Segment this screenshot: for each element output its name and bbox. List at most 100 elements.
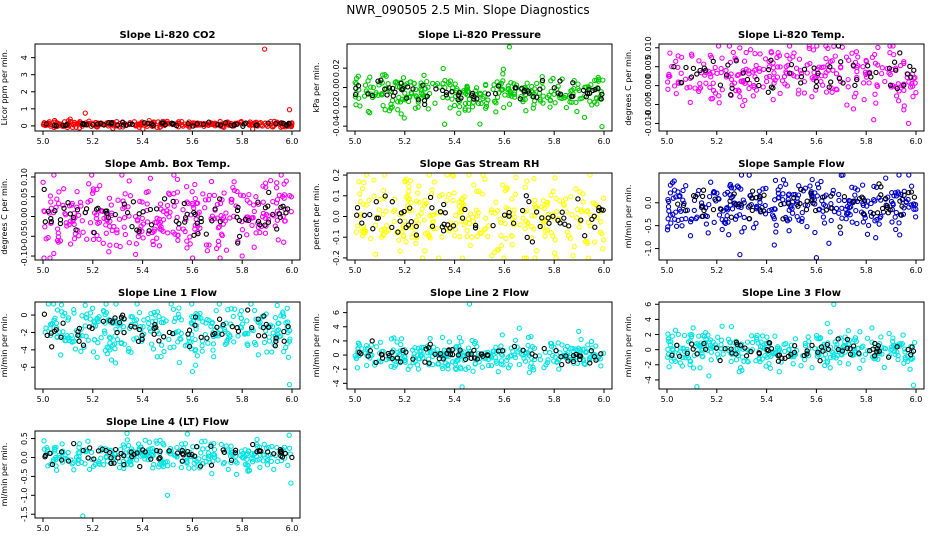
x-tick-label: 5.4 bbox=[448, 266, 461, 275]
data-point bbox=[262, 230, 269, 236]
data-point bbox=[547, 104, 553, 110]
data-point-black bbox=[91, 229, 97, 236]
data-point bbox=[384, 223, 390, 229]
data-point bbox=[125, 442, 132, 449]
data-point-black bbox=[897, 198, 903, 204]
data-point bbox=[503, 204, 509, 211]
data-point bbox=[785, 62, 791, 68]
data-point-black bbox=[510, 220, 517, 226]
data-point bbox=[40, 179, 46, 185]
data-point bbox=[600, 195, 607, 201]
data-point bbox=[477, 230, 483, 236]
data-point bbox=[820, 82, 826, 88]
data-point-black bbox=[71, 440, 77, 447]
data-point bbox=[228, 443, 234, 449]
data-point bbox=[547, 97, 553, 104]
x-tick-label: 5.6 bbox=[810, 395, 823, 404]
data-point bbox=[78, 459, 85, 466]
data-point bbox=[420, 355, 426, 361]
data-point bbox=[413, 93, 419, 99]
data-point bbox=[683, 183, 689, 189]
data-point-black bbox=[390, 93, 396, 99]
data-point bbox=[136, 309, 143, 316]
data-point-black bbox=[400, 86, 406, 92]
data-point-black bbox=[112, 211, 118, 218]
data-point bbox=[463, 366, 469, 372]
data-point bbox=[812, 345, 818, 352]
data-point bbox=[895, 356, 901, 363]
data-point bbox=[413, 240, 419, 247]
data-point bbox=[739, 229, 745, 235]
data-point-black bbox=[710, 58, 716, 65]
x-axis: 5.0 5.2 5.4 5.6 5.8 6.0 bbox=[349, 389, 610, 404]
data-point bbox=[144, 201, 150, 207]
data-point bbox=[549, 211, 555, 217]
data-point-black bbox=[373, 359, 379, 366]
data-point bbox=[488, 362, 495, 369]
data-point-black bbox=[105, 215, 112, 221]
data-point-black bbox=[217, 122, 224, 128]
data-point bbox=[175, 311, 181, 317]
data-point-black bbox=[901, 192, 907, 198]
data-points bbox=[352, 44, 606, 130]
x-tick-label: 5.4 bbox=[448, 137, 461, 146]
data-point bbox=[692, 85, 698, 91]
data-point bbox=[866, 80, 872, 86]
data-point bbox=[783, 181, 789, 187]
data-point bbox=[59, 441, 65, 447]
data-point bbox=[90, 188, 97, 194]
data-point-black bbox=[729, 85, 735, 91]
data-point bbox=[170, 229, 176, 235]
data-point bbox=[779, 78, 786, 84]
data-point-black bbox=[130, 199, 137, 205]
data-point bbox=[763, 363, 769, 369]
data-point bbox=[533, 248, 540, 254]
data-point-black bbox=[156, 456, 162, 462]
data-point-black bbox=[421, 97, 428, 104]
data-point bbox=[499, 86, 506, 93]
data-point bbox=[281, 348, 287, 355]
data-point bbox=[122, 191, 128, 197]
data-point bbox=[784, 83, 791, 89]
y-axis: -0.04-0.020.000.02 bbox=[332, 59, 347, 137]
x-tick-label: 5.8 bbox=[236, 266, 249, 275]
data-point-black bbox=[546, 220, 552, 226]
data-point-black bbox=[367, 348, 373, 354]
data-point bbox=[480, 95, 486, 102]
data-point-black bbox=[427, 194, 434, 201]
data-point bbox=[758, 339, 764, 345]
data-point bbox=[451, 102, 458, 109]
data-point bbox=[671, 178, 677, 184]
data-point bbox=[472, 339, 478, 345]
data-point bbox=[356, 179, 362, 185]
data-point bbox=[680, 197, 686, 203]
data-point bbox=[391, 218, 397, 225]
data-point-black bbox=[804, 198, 810, 204]
data-point bbox=[910, 93, 916, 100]
data-point-black bbox=[219, 331, 225, 337]
x-tick-label: 5.2 bbox=[398, 137, 411, 146]
data-point-black bbox=[271, 451, 277, 457]
data-point-black bbox=[42, 219, 48, 225]
data-point bbox=[906, 204, 912, 210]
data-point-black bbox=[367, 211, 373, 218]
data-point bbox=[372, 222, 379, 228]
data-point bbox=[265, 217, 272, 223]
data-point bbox=[732, 55, 738, 61]
data-point bbox=[864, 231, 871, 237]
data-point bbox=[205, 456, 211, 462]
data-point-black bbox=[375, 78, 381, 84]
data-point bbox=[186, 465, 192, 471]
data-point bbox=[484, 233, 491, 240]
data-point bbox=[855, 345, 861, 351]
data-point bbox=[108, 202, 114, 208]
y-tick-label: -0.005 bbox=[644, 92, 653, 118]
data-point-black bbox=[214, 324, 220, 330]
data-point-black bbox=[212, 330, 218, 337]
data-point bbox=[106, 195, 113, 201]
data-point bbox=[89, 305, 96, 311]
data-point-black bbox=[121, 452, 127, 459]
data-point bbox=[853, 49, 860, 55]
